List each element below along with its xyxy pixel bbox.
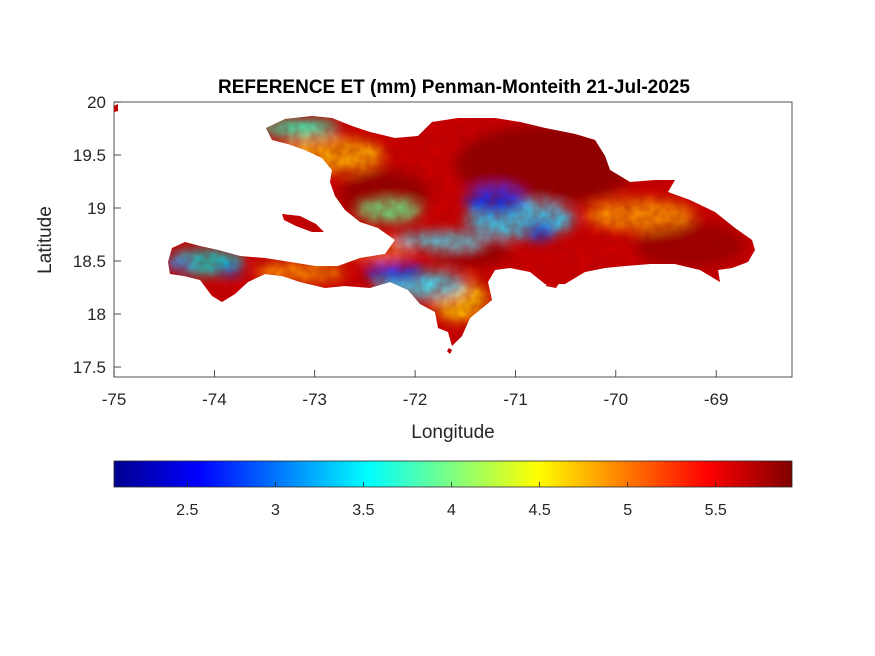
x-axis-label: Longitude <box>411 422 494 443</box>
y-tick-label: 20 <box>87 93 106 112</box>
y-tick-label: 19 <box>87 199 106 218</box>
colorbar-tick-label: 4.5 <box>528 502 550 519</box>
x-tick-label: -73 <box>302 390 327 409</box>
x-tick-label: -71 <box>503 390 528 409</box>
y-axis-label: Latitude <box>35 206 56 274</box>
x-tick-label: -74 <box>202 390 227 409</box>
y-tick-label: 18.5 <box>73 252 106 271</box>
y-tick-label: 19.5 <box>73 146 106 165</box>
colorbar-tick-label: 4 <box>447 502 456 519</box>
x-tick-label: -72 <box>403 390 428 409</box>
colorbar-tick-label: 3.5 <box>352 502 374 519</box>
x-tick-label: -75 <box>102 390 127 409</box>
colorbar-tick-label: 2.5 <box>176 502 198 519</box>
x-tick-label: -69 <box>704 390 729 409</box>
colorbar-tick-label: 5.5 <box>705 502 727 519</box>
y-tick-label: 17.5 <box>73 358 106 377</box>
y-axis: 20 19.5 19 18.5 18 17.5 Latitude <box>35 93 121 377</box>
colorbar: 2.5 3 3.5 4 4.5 5 5.5 <box>113 460 793 519</box>
colorbar-gradient <box>113 460 793 488</box>
x-tick-label: -70 <box>604 390 629 409</box>
colorbar-tick-label: 5 <box>623 502 632 519</box>
colorbar-tick-label: 3 <box>271 502 280 519</box>
x-axis: -75 -74 -73 -72 -71 -70 -69 Longitude <box>102 370 729 443</box>
y-tick-label: 18 <box>87 305 106 324</box>
chart-title: REFERENCE ET (mm) Penman-Monteith 21-Jul… <box>218 77 690 98</box>
